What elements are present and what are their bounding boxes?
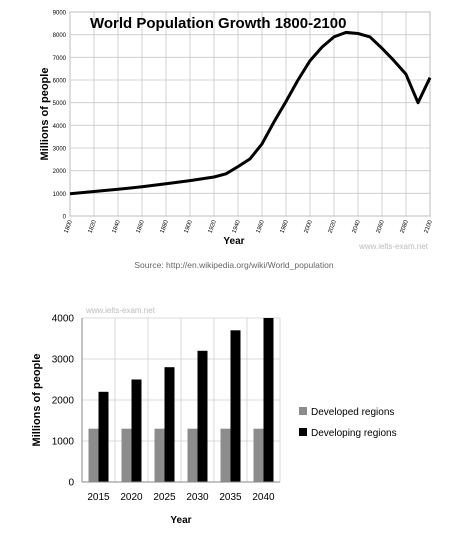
bar-developed xyxy=(121,428,132,482)
bar-y-axis-label: Millions of people xyxy=(31,354,43,447)
line-chart: 0 1000 2000 3000 4000 5000 6000 7000 8000 9000 18… xyxy=(39,11,434,271)
bar-gridlines xyxy=(81,317,281,483)
line-y-tick-label: 3000 xyxy=(53,147,67,153)
line-x-tick-label: 2020 xyxy=(328,219,338,234)
line-plot-area xyxy=(69,11,431,217)
bar-developing xyxy=(131,379,142,482)
line-x-tick-label: 2100 xyxy=(424,219,434,234)
bar-x-ticks: 2015 2020 2025 2030 2035 2040 xyxy=(87,492,275,503)
line-y-ticks: 0 1000 2000 3000 4000 5000 6000 7000 8000 9000 xyxy=(53,11,67,221)
bar-legend: Developed regions Developing regions xyxy=(299,407,397,439)
bar-x-tick-label: 2015 xyxy=(87,492,110,503)
bar-x-tick-label: 2030 xyxy=(186,492,209,503)
bar-x-axis-label: Year xyxy=(170,515,191,526)
line-x-tick-label: 1840 xyxy=(112,219,122,234)
legend-label-developed: Developed regions xyxy=(311,407,394,418)
bar-developed xyxy=(154,428,165,482)
bar-y-tick-label: 3000 xyxy=(52,355,75,366)
line-gridlines xyxy=(69,11,431,217)
bar-x-tick-label: 2035 xyxy=(219,492,242,503)
line-y-tick-label: 0 xyxy=(63,215,67,221)
line-y-tick-label: 4000 xyxy=(53,124,67,130)
line-x-axis-label: Year xyxy=(223,236,244,247)
line-watermark: www.ielts-exam.net xyxy=(358,242,429,251)
line-x-tick-label: 1940 xyxy=(232,219,242,234)
bar-series xyxy=(88,318,274,482)
line-chart-title: World Population Growth 1800-2100 xyxy=(90,15,346,32)
bar-y-tick-label: 0 xyxy=(68,478,74,489)
line-x-tick-label: 1920 xyxy=(208,219,218,234)
bar-x-tick-label: 2040 xyxy=(252,492,275,503)
bar-developed xyxy=(88,428,99,482)
bar-watermark: www.ielts-exam.net xyxy=(85,306,156,315)
bar-developing xyxy=(164,367,175,482)
line-y-tick-label: 2000 xyxy=(53,169,67,175)
bar-developing xyxy=(197,350,208,482)
bar-developed xyxy=(253,428,264,482)
bar-developing xyxy=(230,330,241,482)
line-y-axis-label: Millions of people xyxy=(39,68,51,161)
line-x-tick-label: 1860 xyxy=(136,219,146,234)
line-x-ticks: 1800 1820 1840 1860 1880 1900 1920 1940 1960 1980… xyxy=(64,219,434,234)
line-x-tick-label: 1960 xyxy=(256,219,266,234)
line-x-tick-label: 1820 xyxy=(88,219,98,234)
population-line xyxy=(69,30,432,196)
line-y-tick-label: 6000 xyxy=(53,79,67,85)
line-x-tick-label: 2060 xyxy=(376,219,386,234)
legend-swatch-developed xyxy=(299,407,307,415)
bar-developed xyxy=(187,428,198,482)
legend-label-developing: Developing regions xyxy=(311,428,397,439)
line-y-tick-label: 8000 xyxy=(53,33,67,39)
bar-developing xyxy=(98,391,109,482)
line-x-tick-label: 1900 xyxy=(184,219,194,234)
line-x-tick-label: 2040 xyxy=(352,219,362,234)
source-caption: Source: http://en.wikipedia.org/wiki/Wor… xyxy=(134,260,334,270)
bar-y-tick-label: 4000 xyxy=(52,314,75,325)
line-x-tick-label: 1800 xyxy=(64,219,74,234)
bar-developed xyxy=(220,428,231,482)
bar-y-tick-label: 2000 xyxy=(52,396,75,407)
line-x-tick-label: 1980 xyxy=(280,219,290,234)
line-y-tick-label: 7000 xyxy=(53,56,67,62)
bar-x-tick-label: 2020 xyxy=(120,492,143,503)
line-x-tick-label: 1880 xyxy=(160,219,170,234)
line-x-tick-label: 2080 xyxy=(400,219,410,234)
bar-y-ticks: 0 1000 2000 3000 4000 xyxy=(52,314,75,489)
legend-swatch-developing xyxy=(299,428,307,436)
line-y-tick-label: 5000 xyxy=(53,101,67,107)
line-x-tick-label: 2000 xyxy=(304,219,314,234)
line-y-tick-label: 1000 xyxy=(53,192,67,198)
line-y-tick-label: 9000 xyxy=(53,11,67,17)
bar-developing xyxy=(263,318,274,482)
bar-y-tick-label: 1000 xyxy=(52,437,75,448)
bar-x-tick-label: 2025 xyxy=(153,492,176,503)
